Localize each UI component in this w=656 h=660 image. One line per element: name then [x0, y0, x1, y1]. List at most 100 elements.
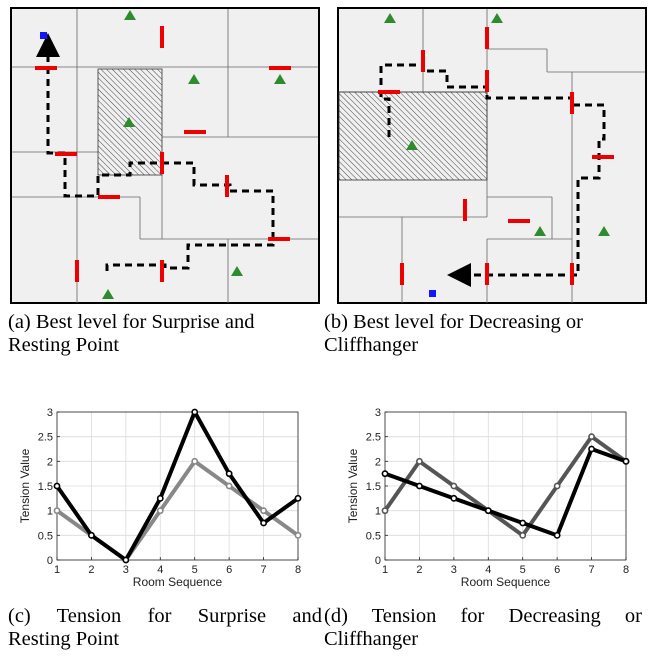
y-tick-label: 0: [375, 555, 381, 567]
enemy-triangle: [598, 226, 610, 236]
data-point: [588, 445, 595, 453]
caption-d-line1: (d) Tension for Decreasing or: [324, 605, 642, 627]
x-tick-label: 4: [157, 564, 163, 576]
y-tick-label: 0: [47, 555, 53, 567]
x-tick-label: 8: [295, 564, 301, 576]
data-point: [553, 482, 561, 490]
door: [570, 92, 574, 114]
caption-a-line1: (a) Best level for Surprise and: [8, 311, 255, 333]
player-path: [36, 33, 275, 271]
data-point: [294, 494, 302, 502]
door: [570, 263, 574, 285]
doors: [378, 27, 614, 285]
y-tick-label: 2: [375, 456, 381, 468]
door: [35, 66, 57, 70]
tension-chart-d: 1 2 3 4 5 6 7 8 0 0.5 1 1.5 2 2.5 3 Room Sequence Tensio…: [328, 400, 648, 605]
door: [184, 130, 206, 134]
data-point: [225, 470, 233, 478]
door: [160, 260, 164, 282]
y-tick-label: 1: [47, 506, 53, 518]
enemies: [384, 13, 610, 236]
enemy-triangle: [102, 289, 114, 299]
door: [160, 26, 164, 48]
enemy-triangle: [124, 10, 136, 20]
enemies: [102, 10, 286, 299]
door: [485, 27, 489, 49]
caption-a: (a) Best level for Surprise and Resting …: [8, 311, 322, 357]
enemy-triangle: [188, 74, 200, 84]
y-tick-label: 2.5: [366, 432, 381, 444]
y-tick-label: 2: [47, 456, 53, 468]
x-tick-label: 6: [554, 564, 560, 576]
x-tick-label: 7: [589, 564, 595, 576]
x-axis-label: Room Sequence: [461, 575, 551, 589]
caption-b-line2: Cliffhanger: [324, 334, 419, 356]
x-tick-label: 5: [520, 564, 526, 576]
tension-chart-c: 1 2 3 4 5 6 7 8 0 0.5 1 1.5 2 2.5 3 Room Sequence Tensio…: [0, 400, 320, 605]
data-point: [484, 507, 492, 515]
level-map-a-svg: [10, 7, 320, 304]
data-point: [122, 556, 130, 564]
level-map-b-svg: [337, 7, 647, 304]
y-axis-label: Tension Value: [346, 448, 360, 523]
player-path: [379, 63, 606, 287]
caption-c-line2: Resting Point: [8, 628, 120, 650]
series-line-0: [384, 447, 627, 538]
data-point: [156, 507, 164, 515]
y-tick-label: 1.5: [366, 481, 381, 493]
x-tick-label: 3: [451, 564, 457, 576]
enemy-triangle: [491, 13, 503, 23]
caption-b-line1: (b) Best level for Decreasing or: [324, 311, 583, 333]
caption-a-line2: Resting Point: [8, 334, 120, 356]
x-tick-label: 5: [192, 564, 198, 576]
level-map-b: [337, 7, 647, 309]
series-line-1: [383, 434, 628, 538]
data-point: [88, 531, 95, 539]
x-tick-label: 1: [382, 564, 388, 576]
data-point: [191, 457, 199, 465]
caption-c-line1: (c) Tension for Surprise and: [8, 605, 322, 627]
x-tick-label: 2: [416, 564, 422, 576]
data-point: [416, 457, 423, 465]
data-point: [156, 494, 164, 502]
x-tick-label: 2: [88, 564, 94, 576]
y-tick-label: 1.5: [38, 481, 53, 493]
door: [75, 260, 79, 282]
enemy-triangle: [231, 266, 243, 276]
series-line-0: [55, 410, 300, 562]
data-point: [519, 519, 527, 527]
door: [268, 237, 290, 241]
door: [485, 70, 489, 92]
level-map-a: [10, 7, 320, 309]
player-start: [40, 32, 47, 39]
caption-d: (d) Tension for Decreasing or Cliffhange…: [324, 605, 642, 651]
caption-b: (b) Best level for Decreasing or Cliffha…: [324, 311, 654, 357]
door: [463, 199, 467, 221]
data-point: [416, 482, 423, 490]
caption-d-line2: Cliffhanger: [324, 628, 419, 650]
data-point: [553, 531, 561, 539]
x-tick-label: 1: [54, 564, 60, 576]
enemy-triangle: [406, 140, 418, 150]
data-point: [381, 470, 389, 478]
enemy-triangle: [384, 13, 396, 23]
doors: [35, 26, 291, 282]
data-point: [519, 531, 527, 539]
y-tick-label: 2.5: [38, 432, 53, 444]
y-axis-label: Tension Value: [18, 448, 32, 523]
door: [269, 66, 291, 70]
enemy-triangle: [123, 117, 135, 127]
x-axis-label: Room Sequence: [133, 575, 223, 589]
door: [421, 50, 425, 72]
data-point: [294, 531, 302, 539]
enemy-triangle: [534, 226, 546, 236]
data-point: [381, 507, 389, 515]
tension-chart-d-svg: 1 2 3 4 5 6 7 8 0 0.5 1 1.5 2 2.5 3 Room Sequence Tensio…: [346, 407, 630, 589]
door: [98, 195, 120, 199]
door: [55, 152, 77, 156]
y-tick-label: 3: [47, 407, 53, 419]
door: [508, 219, 530, 223]
y-tick-label: 0.5: [366, 530, 381, 542]
enemy-triangle: [274, 74, 286, 84]
data-point: [260, 519, 267, 527]
